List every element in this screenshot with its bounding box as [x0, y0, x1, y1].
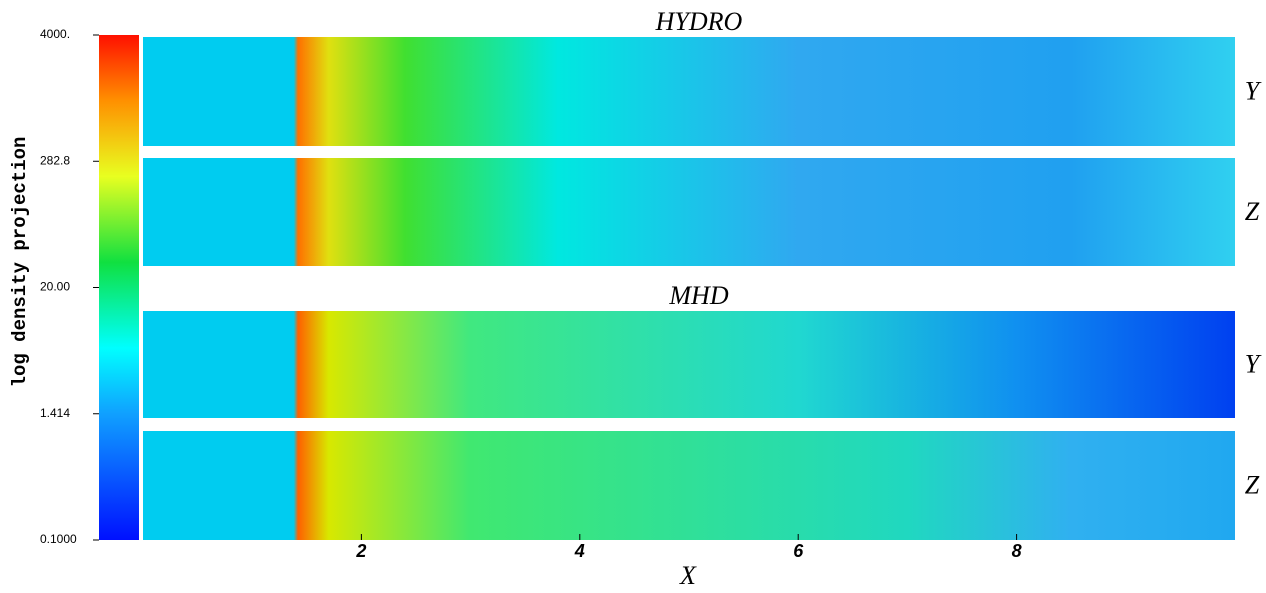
x-tick-label: 6 [793, 541, 804, 561]
colorbar-tick-label: 1.414 [40, 406, 70, 420]
projection-panel [143, 37, 1235, 146]
panel-axis-label: Y [1245, 349, 1262, 378]
x-tick-label: 4 [574, 541, 585, 561]
colorbar-tick-label: 282.8 [40, 153, 70, 167]
x-tick-label: 8 [1012, 541, 1022, 561]
projection-panel [143, 431, 1235, 540]
panel-axis-label: Z [1245, 470, 1260, 499]
panel-axis-label: Y [1245, 76, 1262, 105]
group-title: HYDRO [655, 7, 743, 36]
colorbar-tick-label: 4000. [40, 27, 70, 41]
group-title: MHD [668, 281, 728, 310]
colorbar [99, 35, 139, 540]
projection-panel [143, 311, 1235, 418]
colorbar-tick-label: 20.00 [40, 280, 70, 294]
x-tick-label: 2 [355, 541, 366, 561]
panel-axis-label: Z [1245, 197, 1260, 226]
x-axis-label: X [679, 561, 697, 590]
colorbar-tick-label: 0.1000 [40, 532, 77, 546]
colorbar-label: log density projection [9, 137, 31, 388]
projection-panel [143, 158, 1235, 266]
